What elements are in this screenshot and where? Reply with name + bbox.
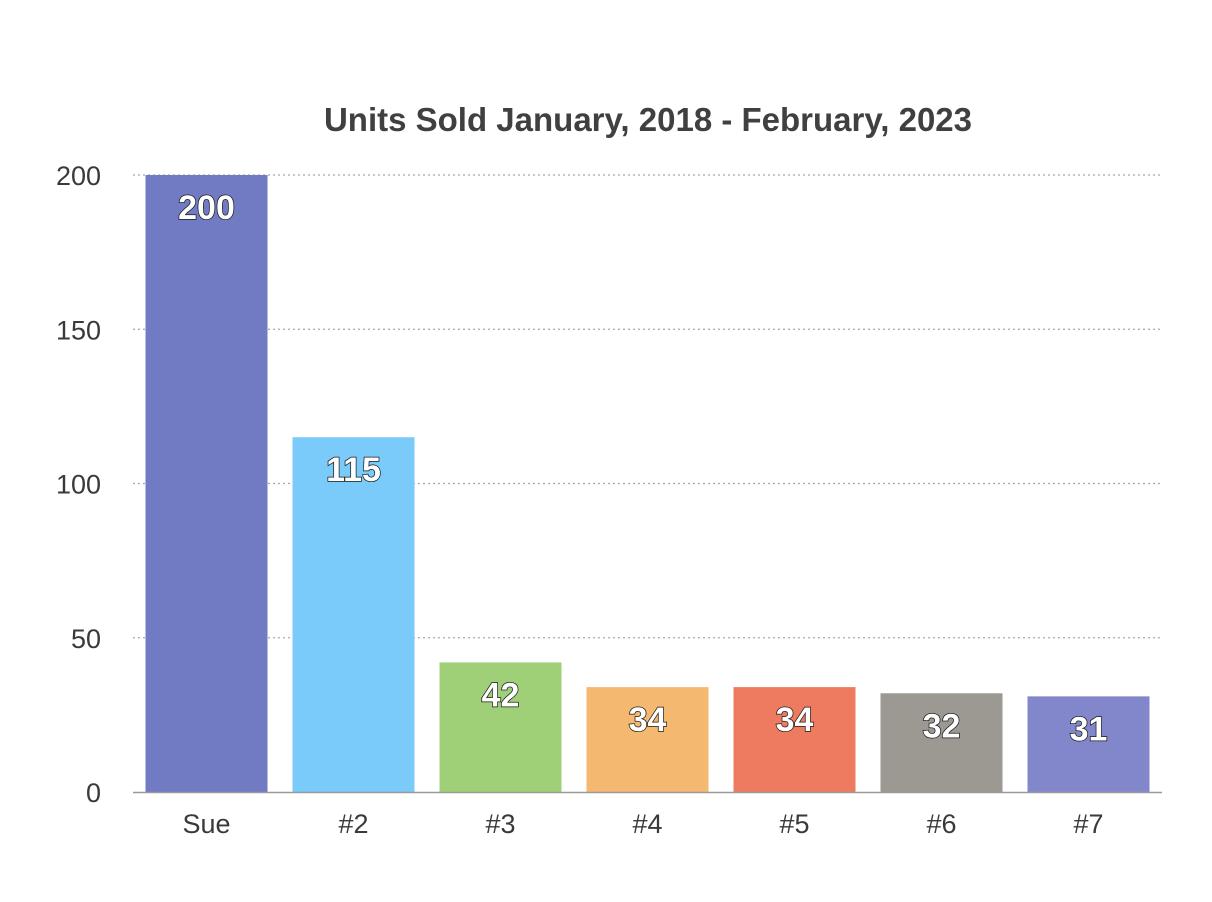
data-label: 115 [326, 451, 381, 489]
x-tick-label: #2 [338, 809, 368, 839]
x-axis: Sue #2 #3 #4 #5 #6 #7 [182, 809, 1103, 839]
bar-1 [145, 175, 268, 792]
bar-4 [586, 687, 709, 792]
data-label: 42 [482, 676, 520, 714]
bar-6 [880, 693, 1003, 792]
x-tick-label: Sue [182, 809, 230, 839]
bar-3 [439, 662, 562, 792]
x-tick-label: #7 [1073, 809, 1103, 839]
data-label: 31 [1070, 710, 1108, 748]
x-tick-label: #3 [485, 809, 515, 839]
bar-2 [292, 437, 415, 792]
data-label: 200 [178, 189, 235, 227]
x-tick-label: #6 [926, 809, 956, 839]
gridlines [133, 174, 1162, 639]
x-tick-label: #4 [632, 809, 662, 839]
data-label: 34 [776, 701, 814, 739]
y-tick-label: 150 [56, 315, 101, 345]
chart-title: Units Sold January, 2018 - February, 202… [324, 101, 972, 138]
y-tick-label: 100 [56, 470, 101, 500]
y-tick-label: 200 [56, 161, 101, 191]
bars [145, 175, 1150, 792]
x-tick-label: #5 [779, 809, 809, 839]
y-tick-label: 50 [71, 624, 101, 654]
y-tick-label: 0 [86, 778, 101, 808]
bar-7 [1027, 696, 1150, 792]
y-axis: 0 50 100 150 200 [56, 161, 101, 808]
data-labels: 200 115 42 34 34 32 31 [177, 188, 1108, 749]
bar-5 [733, 687, 856, 792]
data-label: 32 [923, 707, 961, 745]
data-label: 34 [629, 701, 667, 739]
